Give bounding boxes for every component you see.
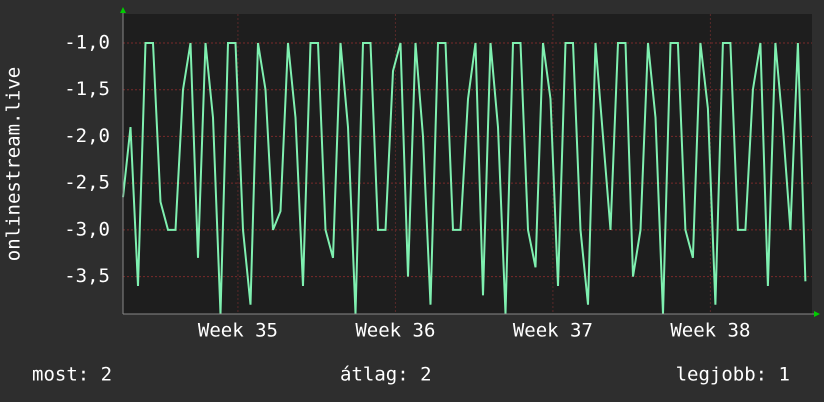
x-tick-label: Week 38 — [670, 320, 750, 342]
y-tick-label: -1,5 — [64, 78, 110, 100]
y-tick-label: -1,0 — [64, 31, 110, 53]
data-line — [122, 42, 807, 315]
plot-area — [123, 14, 812, 314]
footer-current: most: 2 — [32, 364, 112, 386]
footer-best: legjobb: 1 — [676, 364, 790, 386]
x-tick-label: Week 37 — [513, 320, 593, 342]
y-arrow — [120, 7, 126, 13]
y-tick-label: -3,0 — [64, 218, 110, 240]
footer-average: átlag: 2 — [340, 364, 432, 386]
x-tick-label: Week 35 — [198, 320, 278, 342]
x-arrow — [814, 311, 820, 317]
y-tick-label: -2,0 — [64, 125, 110, 147]
y-axis-label: onlinestream.live — [3, 67, 25, 261]
y-tick-label: -2,5 — [64, 172, 110, 194]
x-tick-label: Week 36 — [355, 320, 435, 342]
y-tick-label: -3,5 — [64, 265, 110, 287]
